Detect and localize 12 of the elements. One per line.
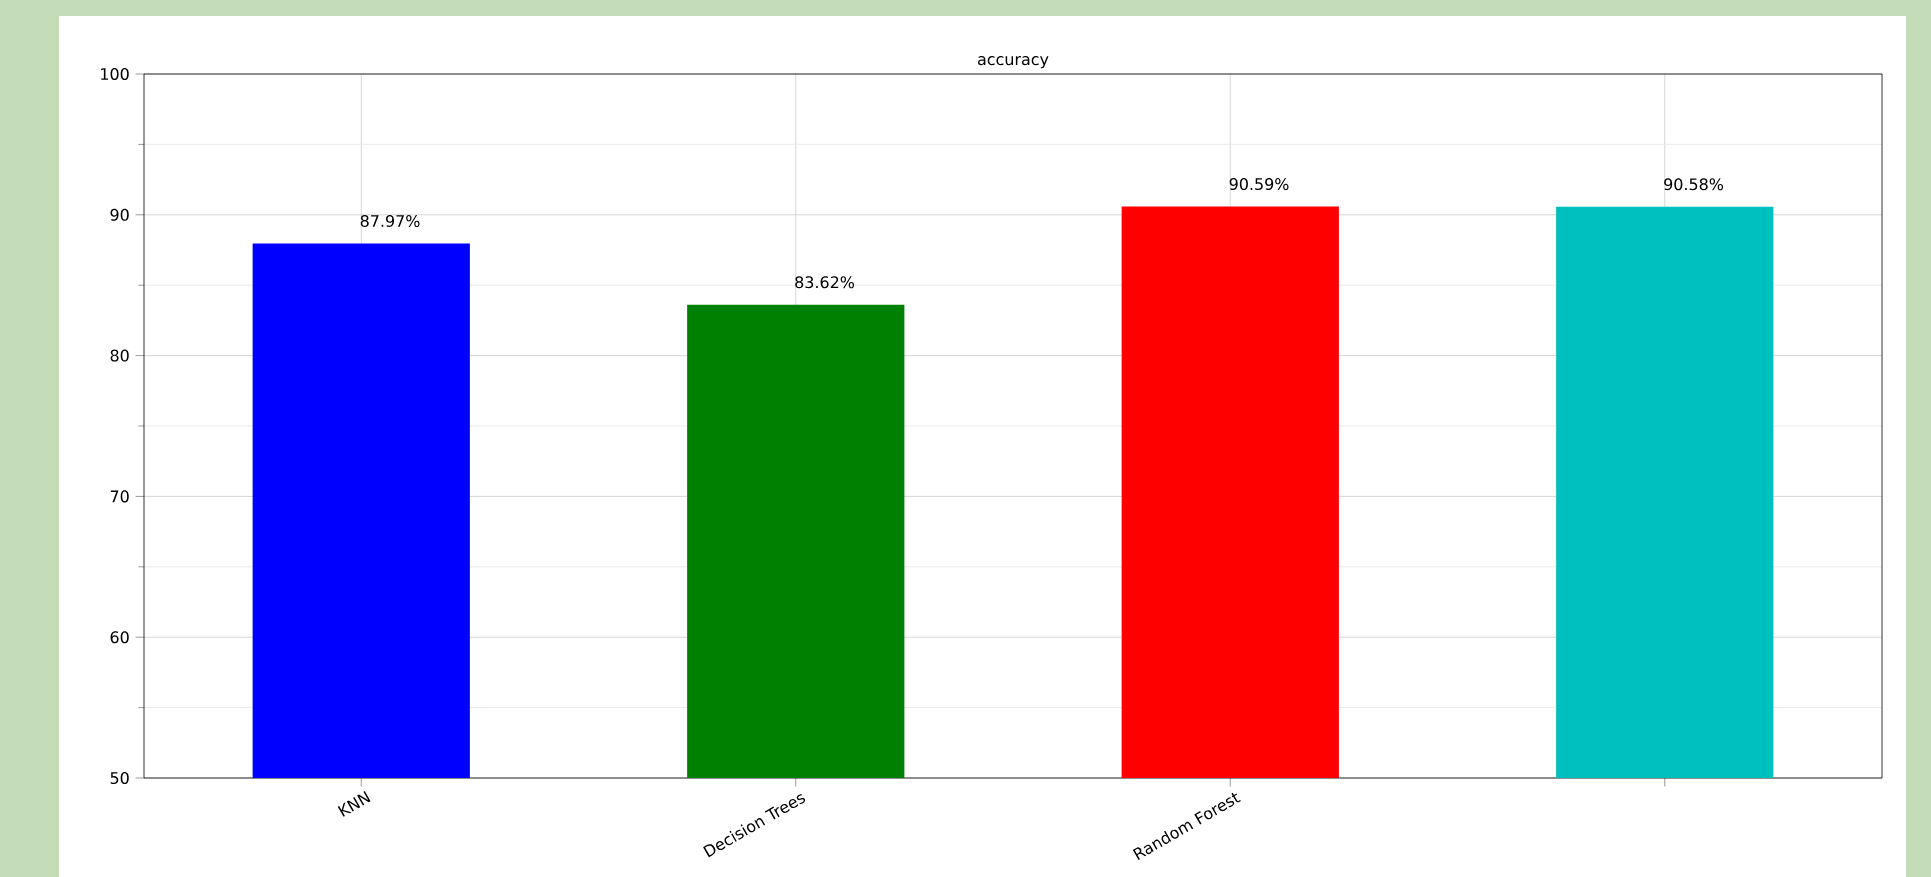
- y-tick-label: 90: [110, 208, 129, 221]
- data-label: 83.62%: [795, 276, 855, 289]
- data-label: 90.58%: [1664, 178, 1724, 191]
- y-tick-label: 70: [110, 490, 129, 503]
- x-tick-label: KNN: [337, 791, 371, 817]
- y-tick-label: 80: [110, 349, 129, 362]
- data-label: 87.97%: [360, 214, 420, 227]
- data-label: 90.59%: [1229, 178, 1289, 191]
- chart-title: accuracy: [978, 56, 1049, 69]
- y-tick-label: 60: [110, 631, 129, 644]
- y-tick-label: 100: [101, 67, 129, 81]
- y-tick-label: 50: [110, 771, 129, 785]
